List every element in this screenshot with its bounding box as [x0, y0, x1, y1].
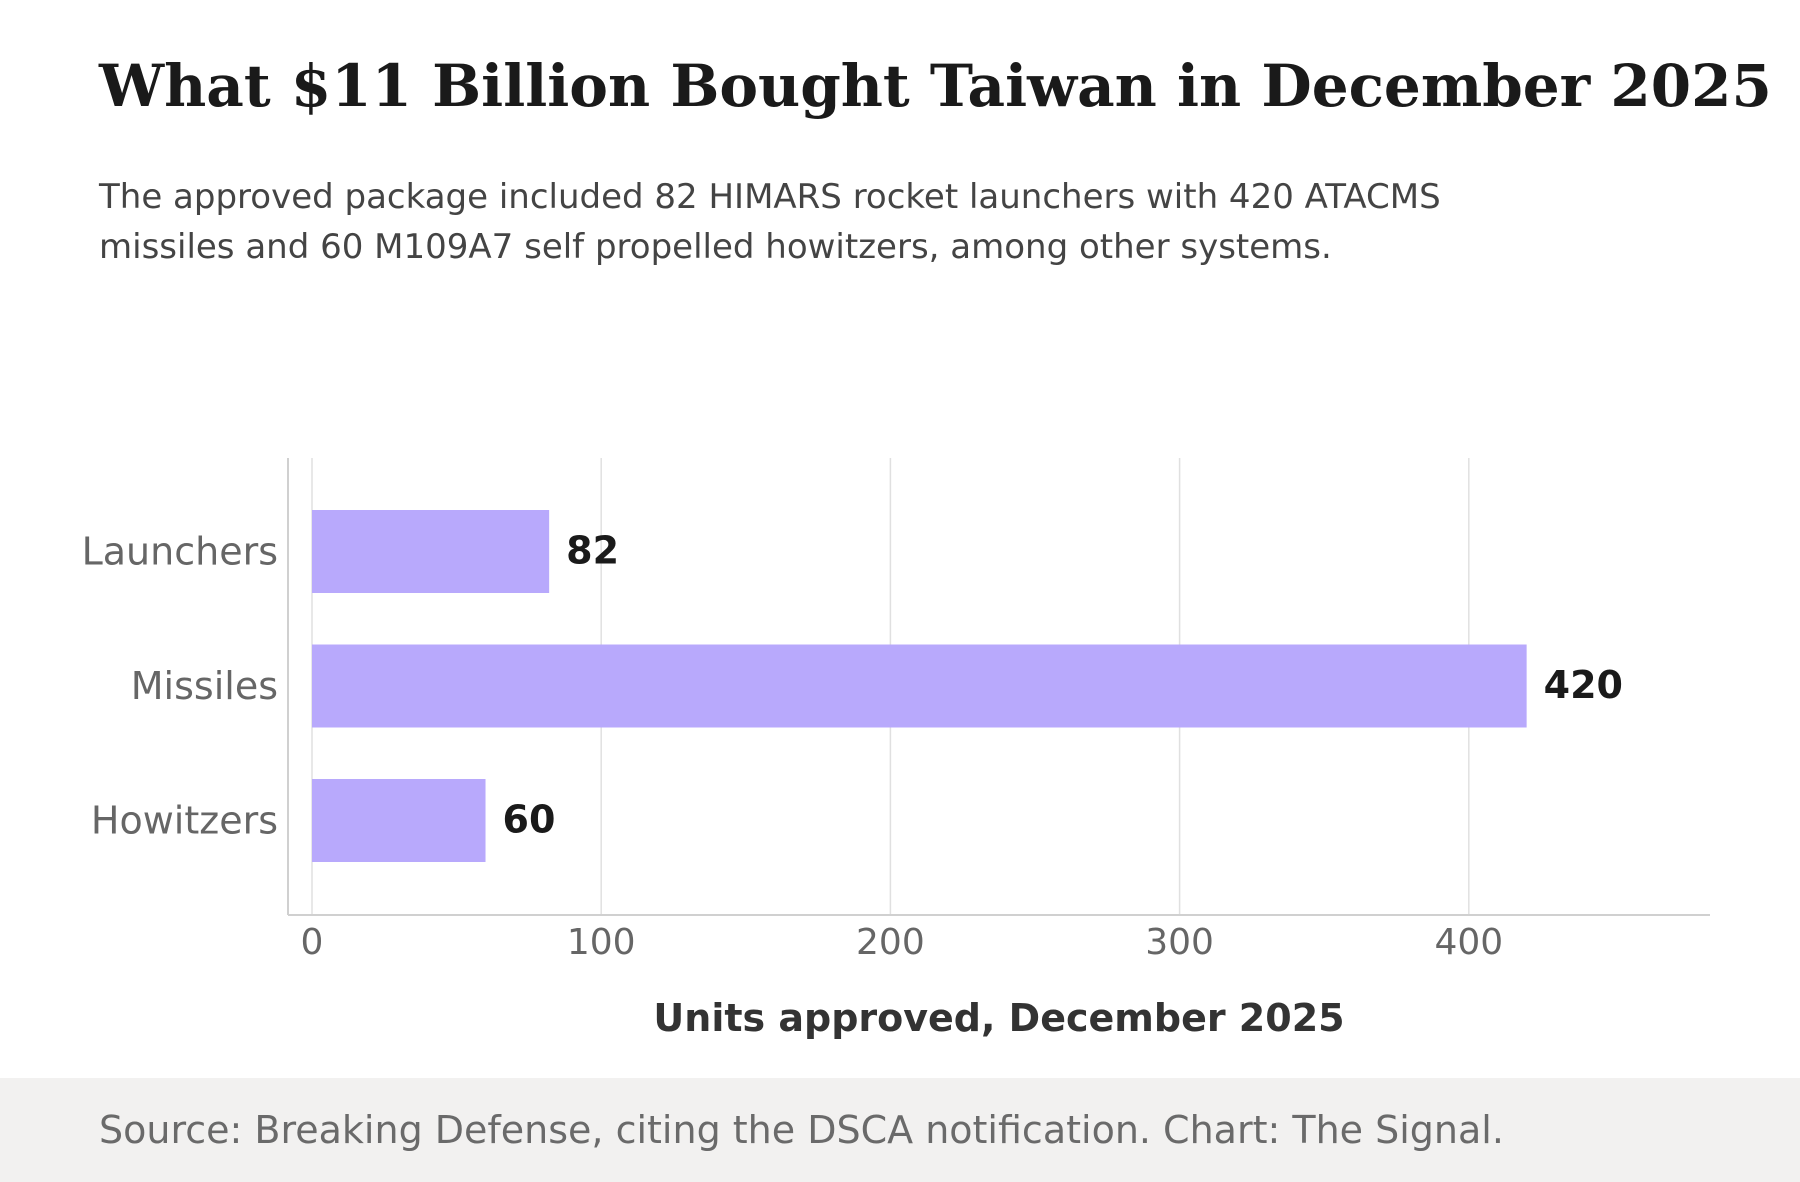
- x-tick-label: 300: [1145, 922, 1214, 963]
- bar-howitzers: [312, 779, 486, 862]
- bar-chart: 0 100 200 300 400 Launchers 82 Missiles 420 Howit…: [82, 458, 1710, 1041]
- x-tick-label: 400: [1434, 922, 1503, 963]
- bars: [312, 510, 1527, 862]
- labels: 0 100 200 300 400 Launchers 82 Missiles 420 Howit…: [82, 529, 1623, 1041]
- bar-value-label: 420: [1544, 663, 1623, 707]
- x-tick-label: 200: [856, 922, 925, 963]
- axes: [287, 458, 1710, 916]
- footer: Source: Breaking Defense, citing the DSC…: [0, 1078, 1800, 1182]
- y-category-label: Missiles: [131, 664, 278, 708]
- x-tick-label: 0: [301, 922, 324, 963]
- chart-subtitle: The approved package included 82 HIMARS …: [99, 177, 1441, 267]
- chart-title: What $11 Billion Bought Taiwan in Decemb…: [99, 52, 1772, 120]
- bar-value-label: 60: [503, 798, 556, 842]
- y-category-label: Howitzers: [91, 799, 278, 843]
- y-category-label: Launchers: [82, 530, 278, 574]
- bar-launchers: [312, 510, 550, 593]
- source-note: Source: Breaking Defense, citing the DSC…: [99, 1108, 1504, 1152]
- bar-missiles: [312, 644, 1527, 728]
- x-tick-label: 100: [567, 922, 636, 963]
- bar-value-label: 82: [566, 529, 619, 573]
- x-axis-title: Units approved, December 2025: [653, 996, 1344, 1040]
